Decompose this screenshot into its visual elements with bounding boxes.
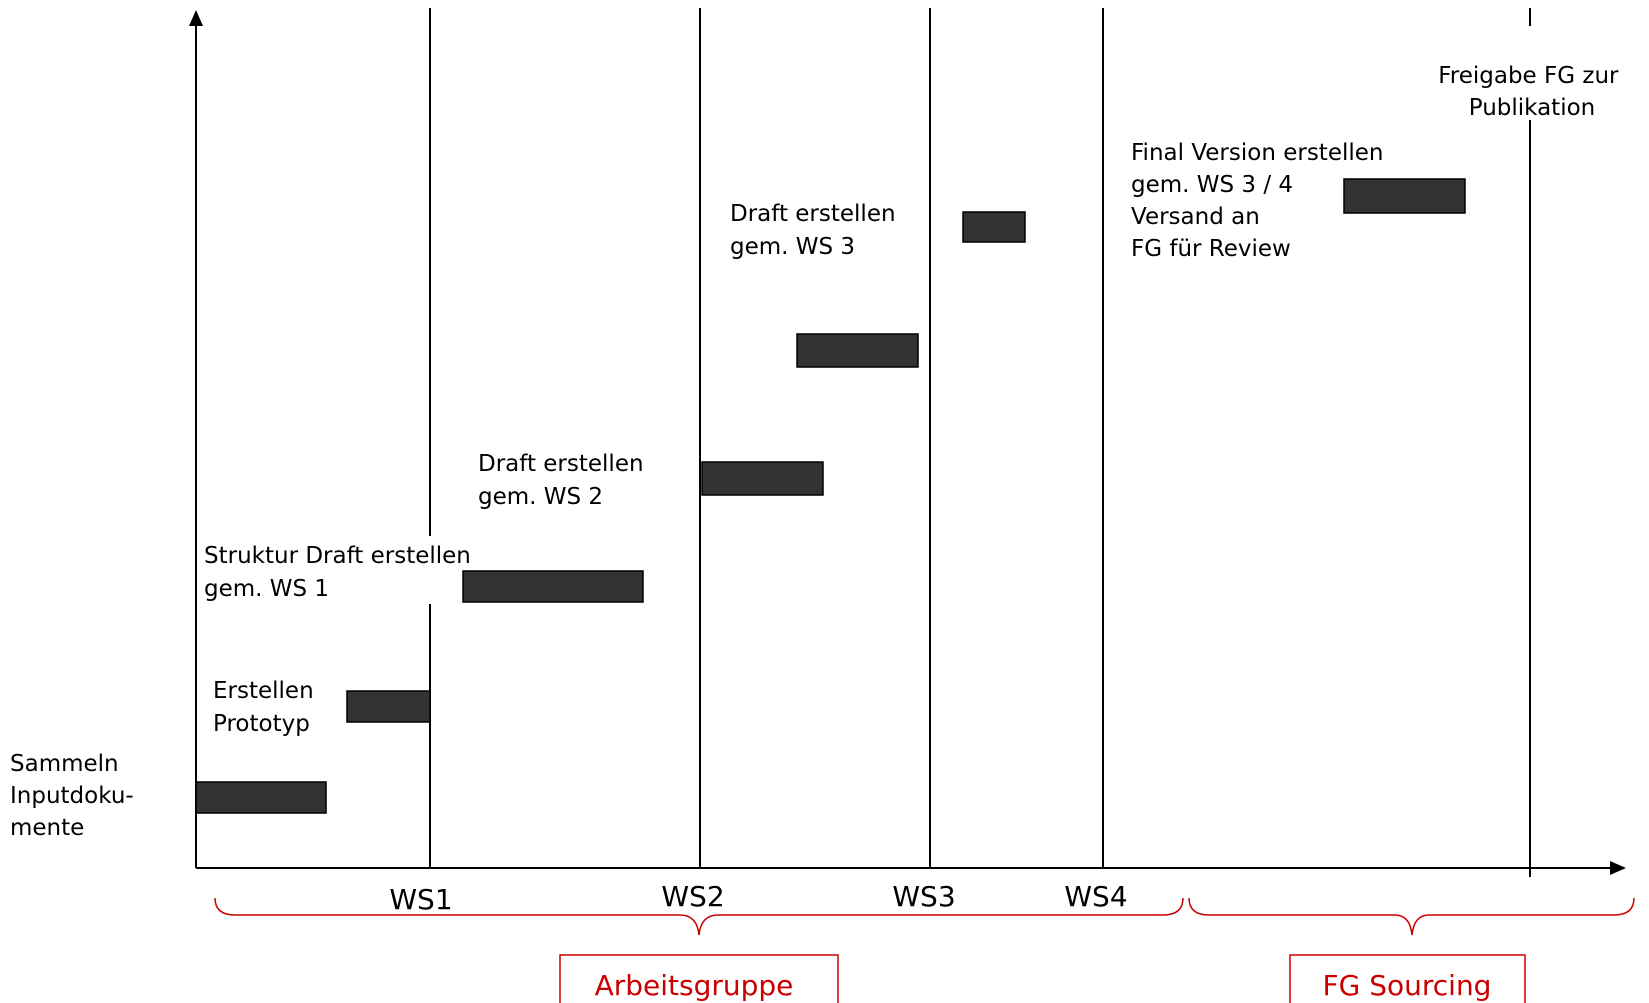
task-bar-final-version <box>1343 178 1466 214</box>
brace-arbeitsgruppe <box>214 897 1184 936</box>
task-bar-draft-ws3 <box>962 211 1026 243</box>
task-bar-struktur-draft <box>462 570 644 603</box>
task-bar-sammeln <box>195 781 327 814</box>
milestone-label-ws4: WS4 <box>1064 880 1127 913</box>
task-bar-prototyp <box>346 690 431 723</box>
task-bar-draft-ws2 <box>701 461 824 496</box>
task-label-draft-ws2: Draft erstellen gem. WS 2 <box>478 451 651 510</box>
group-box-fg-sourcing <box>1289 954 1526 1003</box>
group-label-arbeitsgruppe: Arbeitsgruppe <box>595 969 794 1002</box>
task-bar-intermediate <box>796 333 919 368</box>
x-axis-arrow <box>1610 861 1626 875</box>
release-label: Freigabe FG zur Publikation <box>1438 63 1626 121</box>
task-label-sammeln: Sammeln Inputdoku- mente <box>10 751 141 841</box>
milestone-label-ws1: WS1 <box>389 883 452 916</box>
task-label-struktur-draft: Struktur Draft erstellen gem. WS 1 <box>204 543 478 602</box>
milestone-label-ws2: WS2 <box>661 880 724 913</box>
task-label-draft-ws3: Draft erstellen gem. WS 3 <box>730 201 903 260</box>
task-label-final-version: Final Version erstellen gem. WS 3 / 4 Ve… <box>1131 140 1391 262</box>
group-label-fg-sourcing: FG Sourcing <box>1323 969 1492 1002</box>
milestone-label-ws3: WS3 <box>892 880 955 913</box>
brace-fg-sourcing <box>1188 897 1635 936</box>
group-box-arbeitsgruppe <box>559 954 839 1003</box>
task-label-prototyp: Erstellen Prototyp <box>213 678 321 737</box>
y-axis-arrow <box>189 10 203 26</box>
